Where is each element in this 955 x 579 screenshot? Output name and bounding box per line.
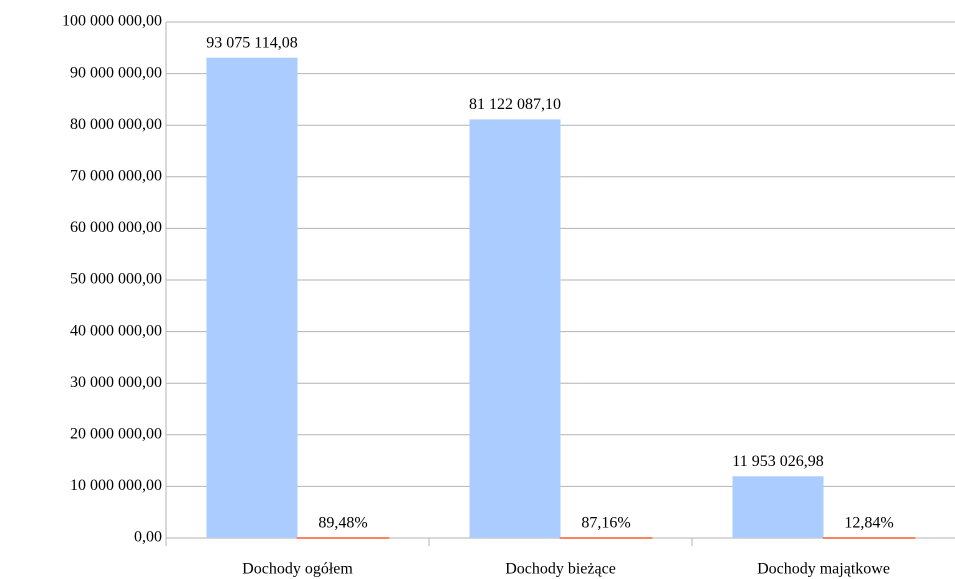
data-label: 12,84% (844, 515, 893, 532)
y-tick-label: 80 000 000,00 (70, 116, 162, 133)
y-tick-label: 50 000 000,00 (70, 271, 162, 288)
data-label: 89,48% (318, 515, 367, 532)
y-tick-label: 30 000 000,00 (70, 374, 162, 391)
y-tick-label: 60 000 000,00 (70, 219, 162, 236)
y-tick-label: 10 000 000,00 (70, 477, 162, 494)
data-label: 11 953 026,98 (732, 453, 823, 470)
x-tick-label: Dochody majątkowe (757, 561, 890, 578)
bar (732, 476, 824, 538)
y-tick-label: 20 000 000,00 (70, 425, 162, 442)
y-tick-label: 90 000 000,00 (70, 64, 162, 81)
y-tick-label: 0,00 (134, 529, 162, 546)
x-tick-label: Dochody bieżące (505, 561, 616, 578)
bar (469, 119, 561, 538)
y-tick-label: 100 000 000,00 (62, 13, 162, 30)
y-tick-label: 70 000 000,00 (70, 167, 162, 184)
y-tick-label: 40 000 000,00 (70, 322, 162, 339)
x-tick-label: Dochody ogółem (242, 561, 353, 578)
data-label: 93 075 114,08 (206, 34, 297, 51)
bar (206, 57, 298, 538)
data-label: 87,16% (581, 515, 630, 532)
data-label: 81 122 087,10 (469, 96, 561, 113)
